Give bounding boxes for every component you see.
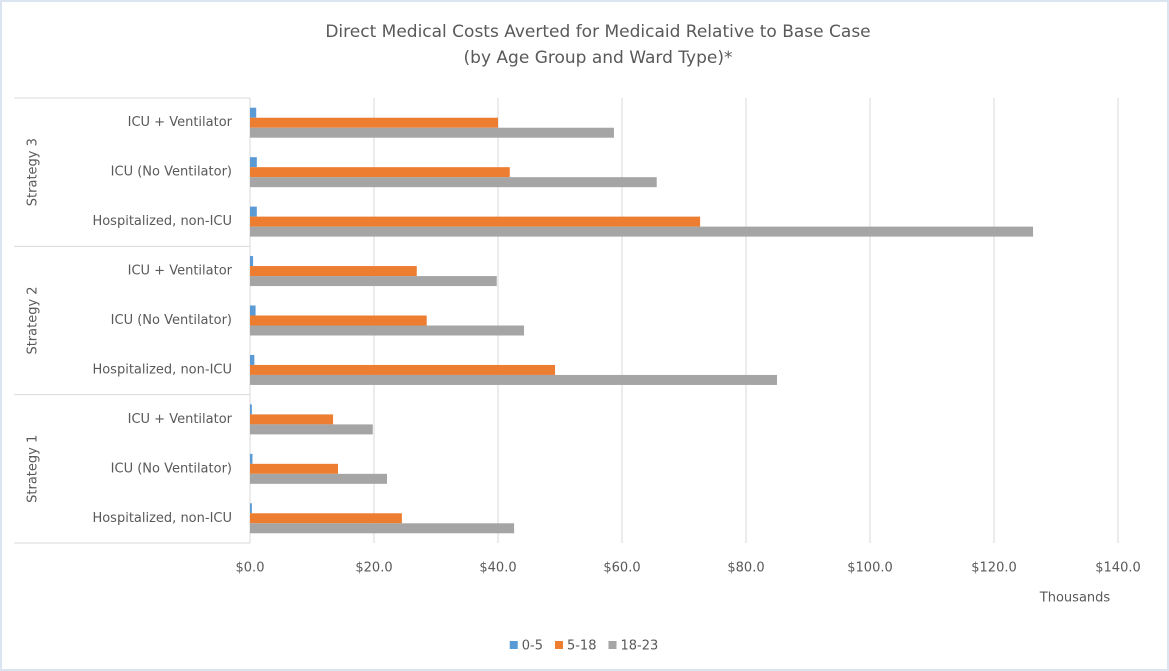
bar bbox=[250, 256, 254, 267]
x-tick-label: $80.0 bbox=[727, 561, 764, 576]
group-label: Strategy 3 bbox=[26, 138, 41, 206]
bar bbox=[250, 503, 252, 514]
x-tick-label: $20.0 bbox=[355, 561, 392, 576]
bar bbox=[250, 127, 614, 138]
bar bbox=[250, 473, 388, 484]
group-label: Strategy 1 bbox=[26, 435, 41, 503]
bar bbox=[250, 424, 373, 435]
bar bbox=[250, 157, 257, 168]
bar bbox=[250, 364, 556, 375]
x-tick-label: $120.0 bbox=[971, 561, 1017, 576]
bar bbox=[250, 117, 498, 128]
bar bbox=[250, 177, 657, 188]
x-tick-label: $100.0 bbox=[847, 561, 893, 576]
x-tick-label: $40.0 bbox=[479, 561, 516, 576]
legend-swatch bbox=[509, 641, 518, 649]
chart-title: (by Age Group and Ward Type)* bbox=[464, 48, 733, 68]
bar bbox=[250, 216, 701, 227]
y-tick-label: ICU (No Ventilator) bbox=[111, 165, 232, 180]
bar bbox=[250, 463, 339, 474]
bar bbox=[250, 315, 427, 326]
group-label: Strategy 2 bbox=[26, 286, 41, 354]
bar bbox=[250, 354, 255, 365]
legend-swatch bbox=[608, 641, 617, 649]
y-tick-label: ICU (No Ventilator) bbox=[111, 313, 232, 328]
y-tick-label: ICU + Ventilator bbox=[128, 264, 233, 279]
bar bbox=[250, 226, 1034, 237]
bar bbox=[250, 374, 777, 385]
bar bbox=[250, 206, 257, 217]
bar bbox=[250, 414, 334, 425]
x-tick-label: $140.0 bbox=[1095, 561, 1141, 576]
legend-label: 18-23 bbox=[620, 639, 658, 654]
y-tick-label: Hospitalized, non-ICU bbox=[92, 214, 232, 229]
legend-swatch bbox=[554, 641, 563, 649]
x-tick-label: $60.0 bbox=[603, 561, 640, 576]
y-tick-label: Hospitalized, non-ICU bbox=[92, 511, 232, 526]
y-tick-label: ICU + Ventilator bbox=[128, 412, 233, 427]
y-tick-label: Hospitalized, non-ICU bbox=[92, 362, 232, 377]
bar bbox=[250, 107, 257, 118]
legend-label: 5-18 bbox=[567, 639, 597, 654]
x-unit-label: Thousands bbox=[1039, 591, 1111, 606]
bar bbox=[250, 453, 253, 464]
chart-title: Direct Medical Costs Averted for Medicai… bbox=[325, 22, 870, 42]
bar bbox=[250, 167, 510, 178]
y-tick-label: ICU + Ventilator bbox=[128, 115, 233, 130]
bar bbox=[250, 523, 515, 534]
bar bbox=[250, 266, 417, 277]
bar bbox=[250, 305, 256, 316]
bar bbox=[250, 276, 497, 287]
bar bbox=[250, 325, 525, 336]
bar bbox=[250, 513, 402, 524]
y-tick-label: ICU (No Ventilator) bbox=[111, 461, 232, 476]
legend-label: 0-5 bbox=[522, 639, 543, 654]
bar bbox=[250, 404, 252, 415]
x-tick-label: $0.0 bbox=[236, 561, 265, 576]
